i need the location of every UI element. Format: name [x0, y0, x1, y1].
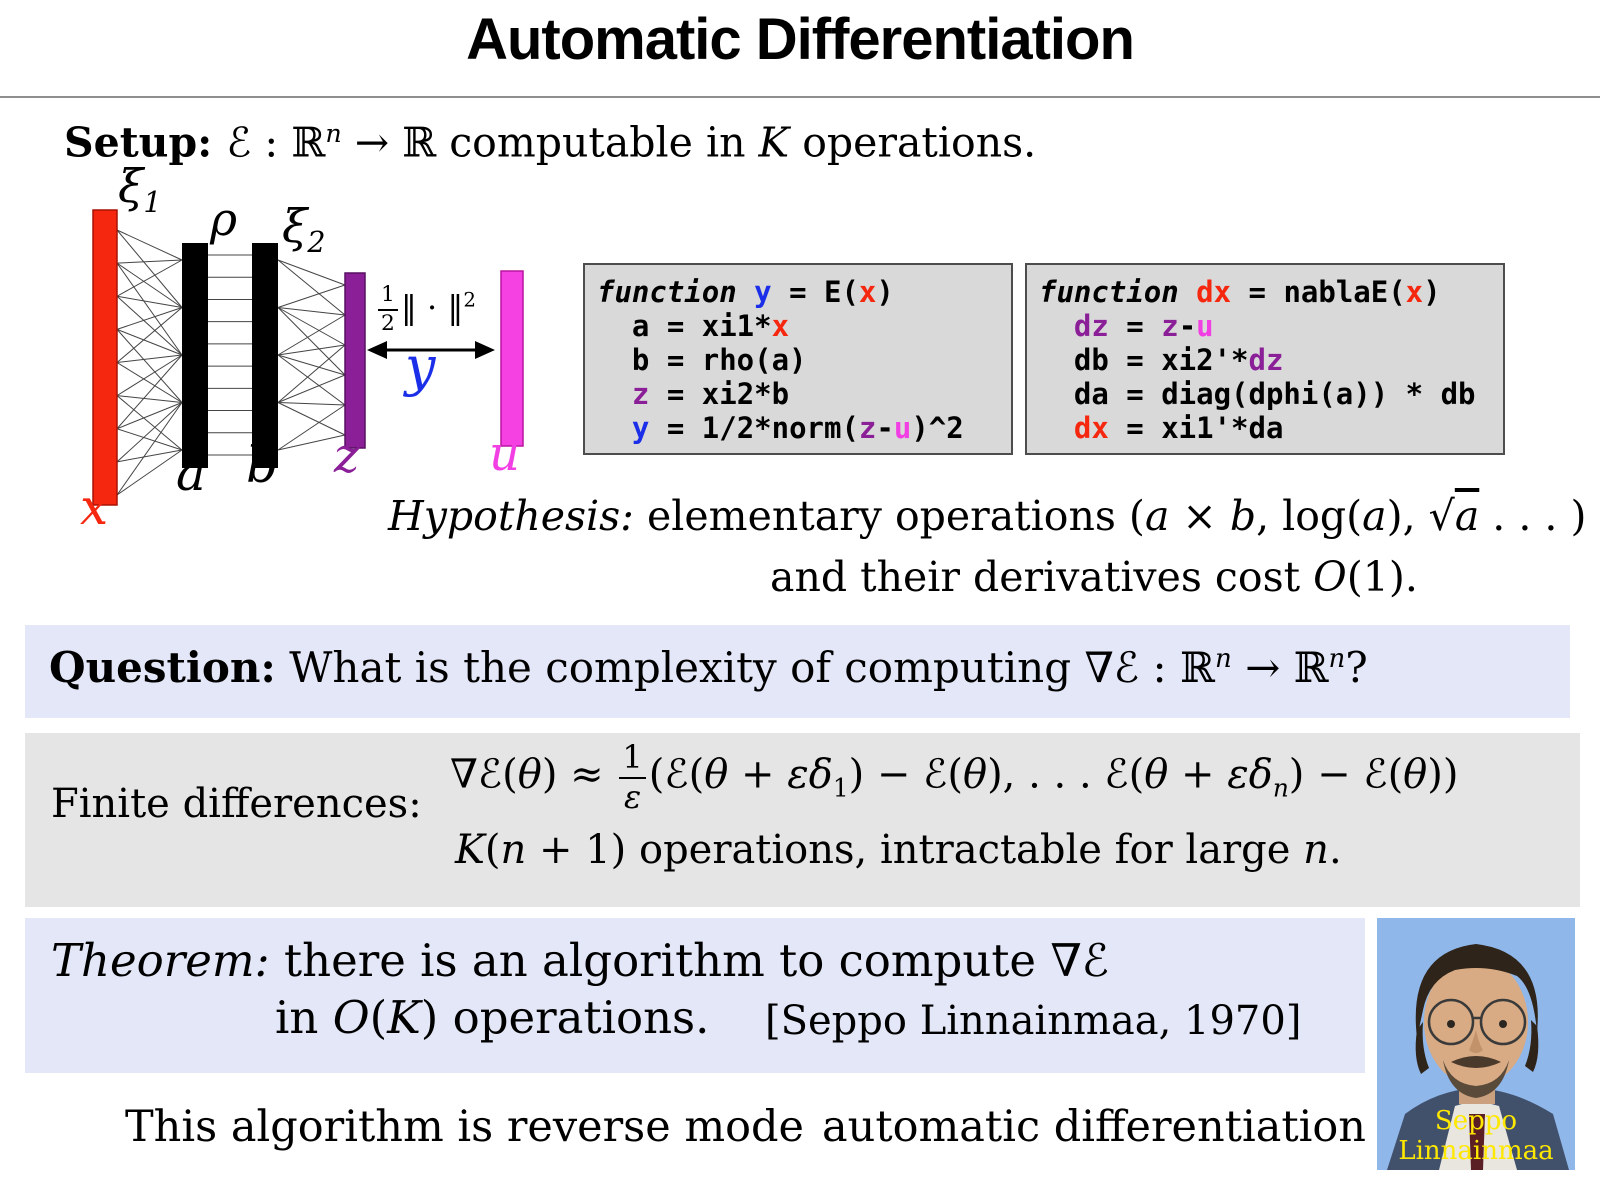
label-rho: ρ	[210, 192, 238, 246]
finite-differences-box: Finite differences: ∇ℰ(θ) ≈ 1 ε (ℰ(θ + εδ1…	[25, 733, 1580, 907]
question-text: Question: What is the complexity of comp…	[49, 643, 1368, 692]
label-x: x	[80, 478, 109, 536]
label-xi2: ξ2	[282, 199, 326, 260]
theorem-citation: [Seppo Linnainmaa, 1970]	[765, 998, 1302, 1044]
setup-line: Setup: ℰ : ℝn → ℝ computable in K operat…	[64, 118, 1037, 167]
photo-caption-line2: Linnainmaa	[1398, 1136, 1554, 1166]
theorem-line2: in O(K) operations.	[275, 991, 710, 1044]
hypothesis-line2: and their derivatives cost O(1).	[770, 553, 1418, 601]
page-title: Automatic Differentiation	[466, 7, 1135, 72]
theorem-line1: Theorem: there is an algorithm to comput…	[51, 934, 1110, 987]
code-line: b = rho(a)	[597, 343, 807, 377]
label-b: b	[246, 436, 279, 494]
layer-a-bar	[182, 243, 208, 468]
portrait-photo: Seppo Linnainmaa	[1377, 918, 1575, 1170]
double-arrow-icon	[367, 341, 495, 359]
title-separator-rule	[0, 96, 1600, 98]
question-box: Question: What is the complexity of comp…	[25, 625, 1570, 718]
code-line: a = xi1*x	[597, 309, 790, 343]
code-line: db = xi2'*dz	[1039, 343, 1284, 377]
finite-differences-label: Finite differences:	[51, 781, 422, 827]
theorem-box: Theorem: there is an algorithm to comput…	[25, 918, 1365, 1073]
code-line: z = xi2*b	[631, 377, 790, 411]
layer-x-bar	[92, 209, 118, 506]
code-block-gradient: function dx = nablaE(x) dz = z-u db = xi…	[1025, 263, 1505, 455]
label-z: z	[334, 428, 360, 484]
photo-caption-line1: Seppo	[1434, 1106, 1518, 1136]
code-line: da = diag(dphi(a)) * db	[1039, 377, 1476, 411]
layer-b-bar	[252, 243, 278, 468]
label-u: u	[489, 426, 520, 482]
code-line: dx = xi1'*da	[1073, 411, 1284, 445]
label-y: y	[405, 335, 436, 398]
layer-z-bar	[344, 272, 366, 449]
network-diagram	[92, 209, 524, 506]
layer-u-bar	[500, 270, 524, 447]
finite-differences-formula: ∇ℰ(θ) ≈ 1 ε (ℰ(θ + εδ1) − ℰ(θ), . . . ℰ(θ …	[450, 738, 1459, 816]
label-half-norm-squared: 1 2 ‖ · ‖2	[375, 283, 476, 336]
hypothesis-line1: Hypothesis: elementary operations (a × b…	[388, 492, 1587, 540]
bottom-statement: This algorithm is reverse mode automatic …	[125, 1102, 1366, 1152]
portrait-illustration	[1377, 918, 1575, 1170]
label-a: a	[176, 444, 206, 502]
connection-lines	[116, 229, 346, 496]
code-line: dz = z-u	[1073, 309, 1214, 343]
label-xi1: ξ1	[118, 159, 162, 220]
code-line: function y = E(x)	[597, 275, 894, 309]
code-line: function dx = nablaE(x)	[1039, 275, 1441, 309]
code-block-forward: function y = E(x) a = xi1*x b = rho(a) z…	[583, 263, 1013, 455]
code-line: y = 1/2*norm(z-u)^2	[631, 411, 964, 445]
finite-differences-cost: K(n + 1) operations, intractable for lar…	[455, 827, 1342, 873]
